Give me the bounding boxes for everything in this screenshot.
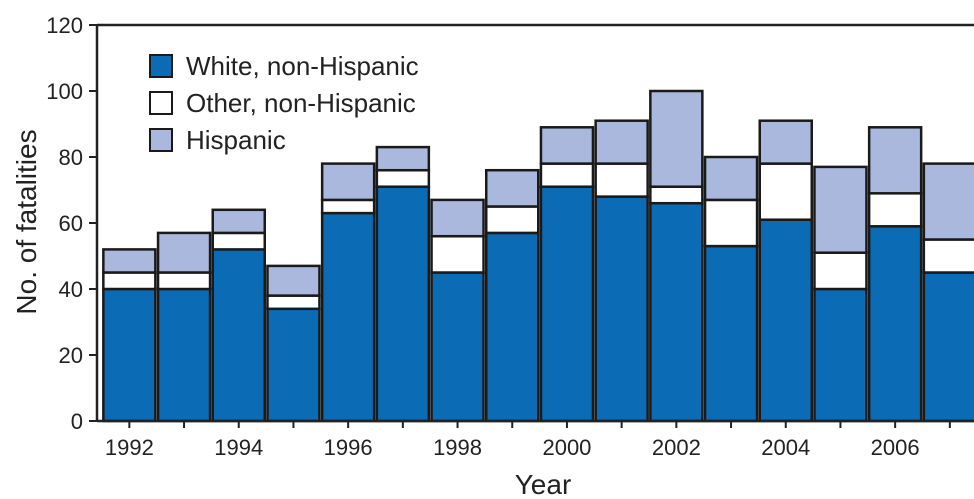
bar-2007-series-2 <box>922 162 974 241</box>
x-tick-label-1998: 1998 <box>433 435 482 460</box>
bar-1998-series-1 <box>430 234 485 274</box>
x-tick-label-1992: 1992 <box>105 435 154 460</box>
y-axis: 0 20 40 60 80 100 120 <box>46 13 97 434</box>
bar-stack-1999 <box>485 168 540 423</box>
y-tick-label-80: 80 <box>59 145 83 170</box>
bar-2006-series-0 <box>867 225 923 423</box>
bar-1993-series-0 <box>156 287 212 423</box>
bar-2004-series-1 <box>758 162 813 221</box>
bar-1997-series-2 <box>375 145 431 172</box>
bar-stack-1998 <box>430 198 485 423</box>
bar-2002-series-2 <box>649 89 704 188</box>
bar-2001-series-0 <box>594 195 649 423</box>
y-tick-label-20: 20 <box>59 343 83 368</box>
bar-2006-series-1 <box>867 192 923 228</box>
bar-1999-series-0 <box>485 231 540 423</box>
legend-label-1: Other, non-Hispanic <box>186 88 416 118</box>
bar-1994-series-2 <box>211 208 266 235</box>
bar-1993-series-2 <box>156 231 212 274</box>
bar-2003-series-1 <box>703 198 759 248</box>
bar-1996-series-1 <box>320 198 376 215</box>
bar-stack-1996 <box>320 162 376 423</box>
bar-1994-series-1 <box>211 231 266 251</box>
bar-1992-series-0 <box>102 287 157 423</box>
bar-2001-series-2 <box>594 119 649 165</box>
y-tick-label-100: 100 <box>46 79 83 104</box>
bar-stack-2001 <box>594 119 649 423</box>
bar-2005-series-0 <box>813 287 868 423</box>
bar-1992-series-1 <box>102 271 157 291</box>
bar-1997-series-0 <box>375 185 431 423</box>
bar-stack-1995 <box>266 264 321 423</box>
x-tick-label-2002: 2002 <box>652 435 701 460</box>
x-tick-label-2006: 2006 <box>871 435 920 460</box>
bar-1994-series-0 <box>211 248 266 423</box>
bar-2004-series-0 <box>758 218 813 423</box>
bar-2003-series-2 <box>703 155 759 202</box>
bar-2005-series-1 <box>813 251 868 291</box>
bar-2000-series-0 <box>539 185 595 423</box>
bar-stack-2000 <box>539 126 595 423</box>
x-tick-label-2000: 2000 <box>542 435 591 460</box>
bar-2004-series-2 <box>758 119 813 165</box>
bar-stack-1993 <box>156 231 212 423</box>
bar-1999-series-2 <box>485 168 540 208</box>
bar-1993-series-1 <box>156 271 212 291</box>
bar-2007-series-0 <box>922 271 974 423</box>
legend-swatch-2 <box>149 128 173 152</box>
bar-2003-series-0 <box>703 244 759 423</box>
bar-1997-series-1 <box>375 168 431 188</box>
bar-2002-series-1 <box>649 185 704 205</box>
legend-swatch-1 <box>149 91 173 115</box>
bar-stack-2003 <box>703 155 759 423</box>
x-axis-title: Year <box>515 469 572 499</box>
legend-label-2: Hispanic <box>186 125 286 155</box>
bar-1995-series-1 <box>266 294 321 311</box>
bar-2000-series-2 <box>539 126 595 165</box>
bar-stack-2007 <box>922 162 974 423</box>
bar-stack-2004 <box>758 119 813 423</box>
legend-swatch-0 <box>149 54 173 78</box>
bar-1996-series-0 <box>320 211 376 423</box>
y-tick-label-120: 120 <box>46 13 83 38</box>
bar-stack-1992 <box>102 248 157 423</box>
y-tick-label-0: 0 <box>71 409 83 434</box>
bar-2005-series-2 <box>813 165 868 254</box>
bar-2001-series-1 <box>594 162 649 198</box>
bar-1998-series-0 <box>430 271 485 423</box>
bar-2007-series-1 <box>922 238 974 274</box>
bar-2002-series-0 <box>649 201 704 423</box>
legend: White, non-Hispanic Other, non-Hispanic Hi… <box>149 51 419 155</box>
bar-1995-series-2 <box>266 264 321 297</box>
y-tick-label-60: 60 <box>59 211 83 236</box>
bar-stack-2006 <box>867 126 923 423</box>
bar-1998-series-2 <box>430 198 485 238</box>
y-axis-title: No. of fatalities <box>11 129 42 314</box>
bar-1996-series-2 <box>320 162 376 202</box>
bar-1999-series-1 <box>485 205 540 235</box>
bar-stack-2002 <box>649 89 704 423</box>
legend-label-0: White, non-Hispanic <box>186 51 419 81</box>
bar-1995-series-0 <box>266 307 321 423</box>
y-tick-label-40: 40 <box>59 277 83 302</box>
bar-2006-series-2 <box>867 126 923 195</box>
x-axis: 1992 1994 1996 1998 2000 2002 2004 2006 <box>97 419 974 460</box>
bar-1992-series-2 <box>102 248 157 274</box>
bar-group <box>102 89 974 423</box>
x-tick-label-2004: 2004 <box>761 435 810 460</box>
bar-stack-1994 <box>211 208 266 423</box>
x-tick-label-1994: 1994 <box>214 435 263 460</box>
bar-stack-2005 <box>813 165 868 423</box>
x-tick-label-1996: 1996 <box>324 435 373 460</box>
bar-stack-1997 <box>375 145 431 423</box>
bar-2000-series-1 <box>539 162 595 188</box>
